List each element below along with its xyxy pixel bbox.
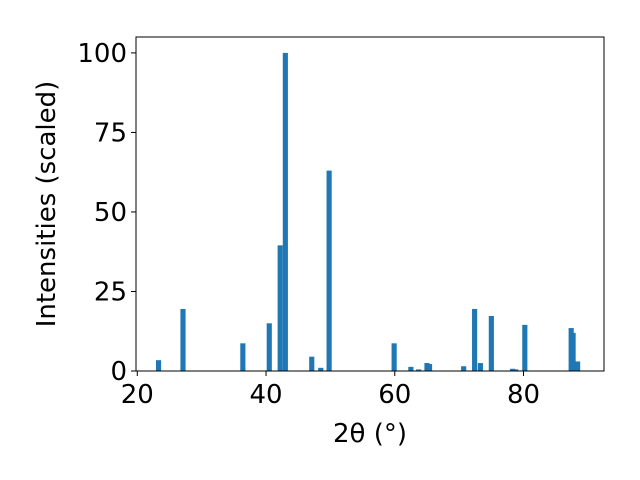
bar — [391, 343, 397, 371]
bar — [570, 332, 576, 371]
bar — [510, 368, 516, 371]
bar — [416, 369, 422, 371]
y-tick-label: 75 — [94, 118, 127, 148]
bar — [472, 308, 478, 371]
y-tick-label: 50 — [94, 198, 127, 228]
plot-frame — [135, 36, 605, 372]
y-tick-label: 25 — [94, 277, 127, 307]
bar — [426, 364, 433, 371]
bar — [522, 324, 528, 371]
bar — [326, 170, 332, 371]
bar — [318, 367, 324, 371]
bar — [461, 366, 467, 371]
bar — [277, 245, 283, 371]
bar — [477, 363, 483, 371]
x-axis-label: 2θ (°) — [333, 419, 407, 449]
y-tick-label: 0 — [110, 357, 127, 387]
bar — [309, 356, 315, 371]
x-tick-label: 40 — [249, 380, 282, 410]
x-tick-label: 20 — [121, 380, 154, 410]
bar — [266, 323, 272, 371]
y-tick-label: 100 — [77, 39, 127, 69]
bar — [282, 52, 288, 372]
bar — [488, 315, 494, 371]
bar — [155, 360, 162, 371]
x-tick-label: 80 — [507, 380, 540, 410]
bar — [180, 308, 186, 371]
y-axis-label: Intensities (scaled) — [32, 81, 62, 328]
bar — [408, 366, 414, 371]
bar — [513, 369, 519, 371]
x-tick-label: 60 — [378, 380, 411, 410]
bar — [575, 361, 581, 371]
bar — [240, 343, 246, 371]
